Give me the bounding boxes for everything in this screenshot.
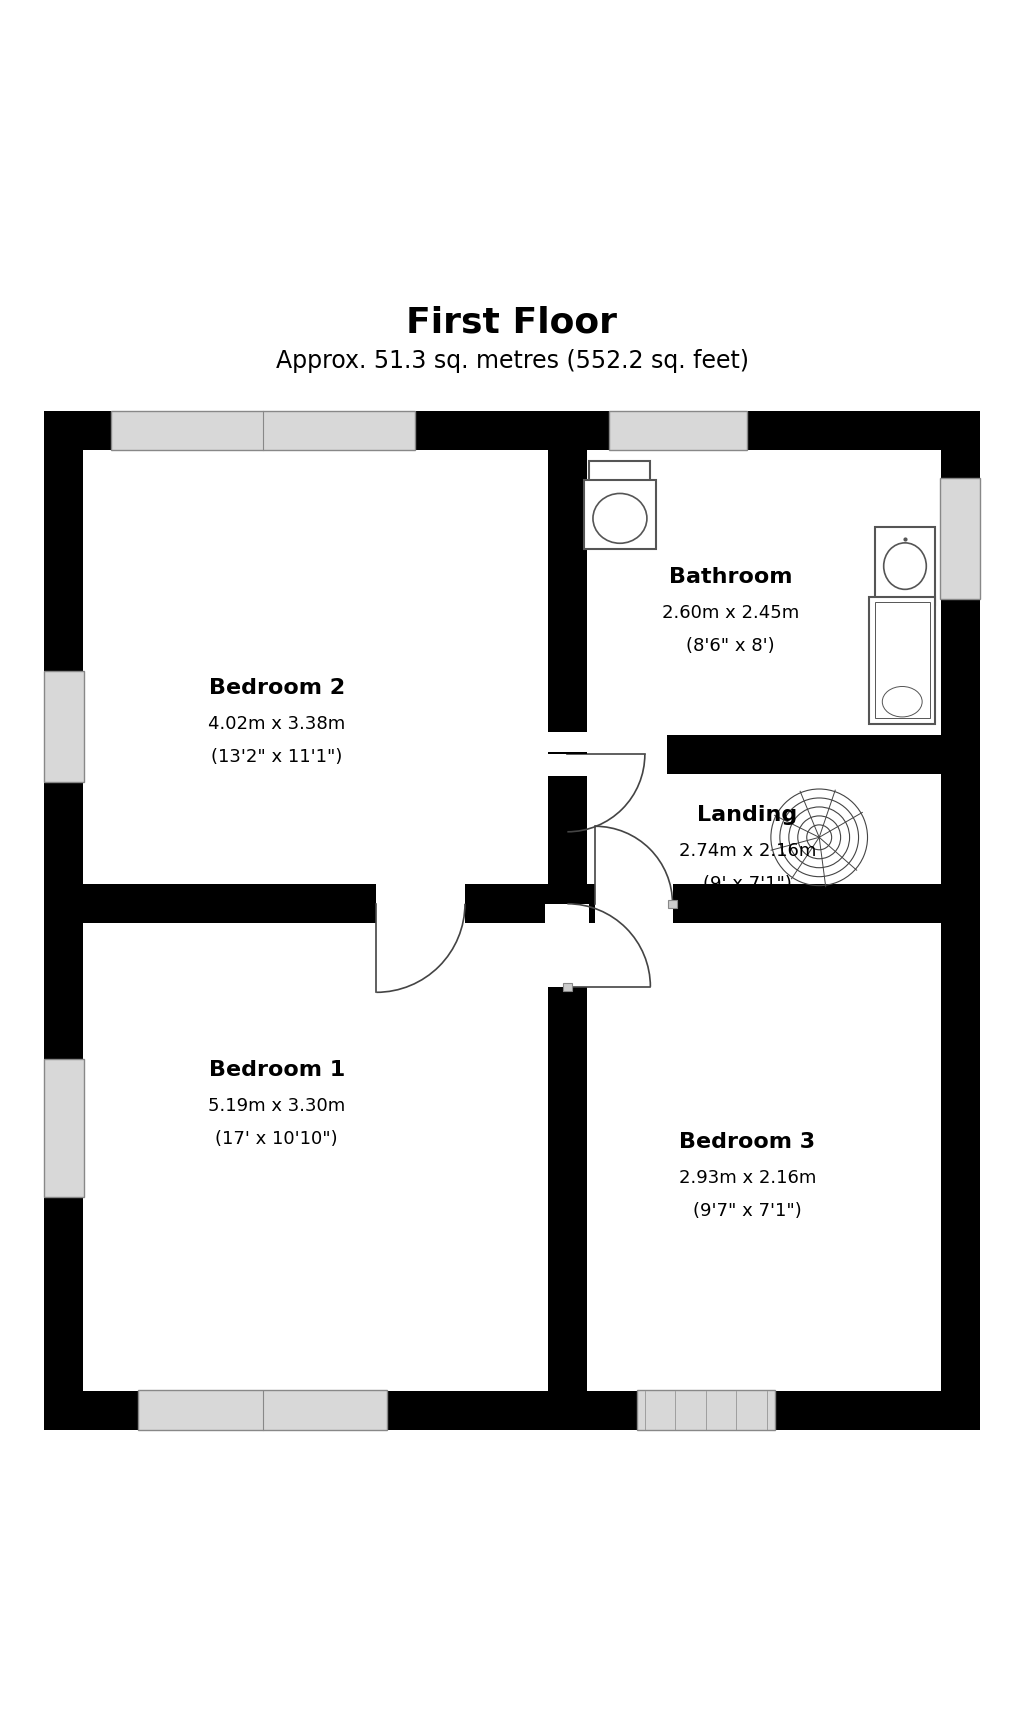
Bar (44, 884, 587, 924)
Text: (9' x 7'1"): (9' x 7'1") (702, 875, 792, 893)
Text: 2.60m x 2.45m: 2.60m x 2.45m (662, 604, 800, 623)
Bar (637, 1391, 775, 1431)
Text: 4.02m x 3.38m: 4.02m x 3.38m (208, 714, 345, 734)
Bar (44, 412, 567, 450)
Text: 2.93m x 2.16m: 2.93m x 2.16m (679, 1169, 816, 1187)
Text: Bedroom 2: Bedroom 2 (209, 678, 345, 697)
Bar (590, 460, 650, 486)
Bar (941, 412, 980, 1429)
Bar (587, 431, 961, 735)
Ellipse shape (883, 687, 923, 716)
Bar (548, 903, 587, 1429)
Text: (8'6" x 8'): (8'6" x 8') (686, 637, 775, 656)
Bar (587, 773, 961, 884)
Bar (44, 1391, 980, 1429)
Bar (548, 751, 587, 754)
Bar (548, 884, 980, 924)
Bar (377, 882, 465, 926)
Bar (669, 900, 677, 908)
Bar (587, 924, 961, 1410)
Bar (869, 597, 936, 723)
Bar (138, 1391, 387, 1431)
Bar (567, 412, 980, 450)
Text: First Floor: First Floor (407, 306, 617, 339)
Bar (940, 477, 980, 599)
Bar (595, 882, 673, 926)
Bar (548, 735, 980, 773)
Bar (874, 528, 936, 606)
Text: 5.19m x 3.30m: 5.19m x 3.30m (208, 1097, 345, 1114)
Bar (563, 983, 571, 991)
Text: Bedroom 1: Bedroom 1 (209, 1060, 345, 1080)
Bar (44, 1059, 84, 1197)
Text: 2.74m x 2.16m: 2.74m x 2.16m (679, 843, 816, 860)
Bar (548, 412, 587, 754)
Text: Bedroom 3: Bedroom 3 (679, 1131, 815, 1152)
Bar (545, 732, 667, 777)
Bar (545, 903, 590, 986)
Bar (111, 410, 415, 450)
Bar (548, 754, 587, 903)
Bar (874, 602, 930, 718)
Text: Bathroom: Bathroom (669, 567, 793, 586)
Text: (13'2" x 11'1"): (13'2" x 11'1") (211, 747, 342, 766)
Text: (17' x 10'10"): (17' x 10'10") (215, 1130, 338, 1149)
Bar (44, 412, 83, 1429)
Text: Approx. 51.3 sq. metres (552.2 sq. feet): Approx. 51.3 sq. metres (552.2 sq. feet) (275, 349, 749, 374)
Bar (63, 431, 548, 1410)
Text: Landing: Landing (697, 804, 798, 825)
Bar (584, 481, 656, 550)
Ellipse shape (593, 493, 647, 543)
Text: (9'7" x 7'1"): (9'7" x 7'1") (693, 1202, 802, 1220)
Bar (609, 410, 748, 450)
Bar (44, 671, 84, 782)
Ellipse shape (884, 543, 927, 590)
